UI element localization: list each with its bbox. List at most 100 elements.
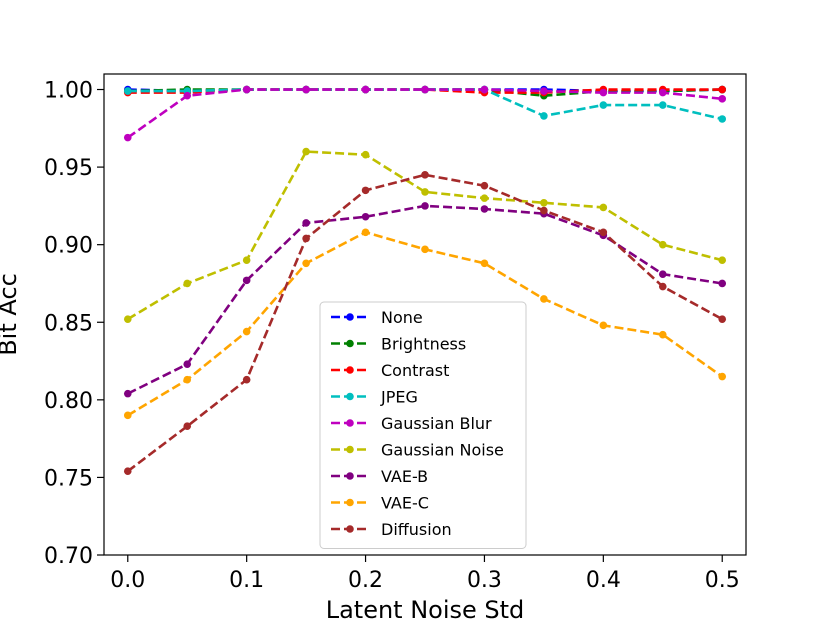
data-point-diffusion xyxy=(480,181,489,190)
x-tick-label: 0.0 xyxy=(110,568,145,593)
legend-item-jpeg: JPEG xyxy=(331,388,418,407)
legend-swatch-marker xyxy=(346,366,354,374)
data-point-vae-b xyxy=(242,276,251,285)
data-point-gaussian-blur xyxy=(302,85,310,94)
x-tick-label: 0.1 xyxy=(229,568,264,593)
data-point-vae-c xyxy=(361,228,370,237)
data-point-diffusion xyxy=(599,228,608,237)
series-diffusion xyxy=(123,171,727,476)
x-tick-label: 0.5 xyxy=(705,568,740,593)
data-point-gaussian-noise xyxy=(302,147,310,156)
data-point-vae-c xyxy=(421,245,429,254)
legend-item-vae-c: VAE-C xyxy=(331,494,429,513)
legend-label: VAE-C xyxy=(381,494,429,513)
data-point-gaussian-blur xyxy=(183,91,192,100)
data-point-gaussian-blur xyxy=(421,85,429,94)
legend-item-gaussian-blur: Gaussian Blur xyxy=(331,414,492,433)
legend-box xyxy=(319,301,527,549)
data-point-gaussian-blur xyxy=(242,85,251,94)
ticks-layer: 0.0 0.1 0.2 0.3 0.4 0.5 0.70 0.75 0.80 0.85 0.90 0.… xyxy=(44,79,740,593)
data-point-jpeg xyxy=(599,101,608,109)
data-point-gaussian-noise xyxy=(361,150,370,159)
x-tick-label: 0.4 xyxy=(586,568,621,593)
legend-item-none: None xyxy=(331,308,423,327)
data-point-gaussian-blur xyxy=(123,133,132,142)
y-tick-label: 0.90 xyxy=(44,234,93,259)
series-line-gaussian-noise xyxy=(127,150,723,321)
legend-item-contrast: Contrast xyxy=(331,361,449,380)
data-point-vae-c xyxy=(123,411,132,420)
y-tick-label: 0.95 xyxy=(44,156,93,181)
data-point-vae-b xyxy=(183,360,192,368)
data-point-gaussian-noise xyxy=(599,203,608,212)
data-point-vae-c xyxy=(718,372,727,381)
series-vae-b xyxy=(123,202,727,398)
legend-swatch-marker xyxy=(346,445,354,454)
data-point-contrast xyxy=(718,85,727,94)
data-point-diffusion xyxy=(183,422,192,431)
x-tick-label: 0.3 xyxy=(467,568,502,593)
legend-label: None xyxy=(381,308,423,327)
data-point-vae-c xyxy=(242,327,251,336)
series-gaussian-blur xyxy=(123,85,727,142)
x-axis-label: Latent Noise Std xyxy=(326,596,525,623)
data-point-vae-b xyxy=(480,205,489,213)
data-point-gaussian-noise xyxy=(658,240,667,249)
data-point-vae-b xyxy=(718,279,727,288)
legend-label: Gaussian Blur xyxy=(381,414,492,433)
data-point-gaussian-blur xyxy=(658,88,667,97)
data-point-vae-b xyxy=(421,202,429,210)
y-tick-label: 1.00 xyxy=(44,79,93,104)
y-tick-label: 0.75 xyxy=(44,466,93,491)
legend-label: JPEG xyxy=(380,388,418,407)
data-point-gaussian-noise xyxy=(718,256,727,264)
data-point-gaussian-noise xyxy=(421,188,429,196)
y-tick-label: 0.80 xyxy=(44,389,93,414)
legend-swatch-marker xyxy=(346,525,354,533)
legend-label: Contrast xyxy=(381,361,449,380)
data-point-jpeg xyxy=(540,112,548,120)
data-point-gaussian-noise xyxy=(540,198,548,207)
data-point-gaussian-blur xyxy=(599,88,608,97)
x-tick-label: 0.2 xyxy=(348,568,383,593)
plot-frame xyxy=(103,73,747,556)
data-point-diffusion xyxy=(540,206,548,215)
legend-label: Diffusion xyxy=(381,520,452,539)
data-point-gaussian-noise xyxy=(123,315,132,323)
data-point-vae-c xyxy=(480,259,489,268)
data-point-gaussian-blur xyxy=(540,87,548,95)
data-point-vae-c xyxy=(540,295,548,303)
legend-label: VAE-B xyxy=(381,467,428,486)
data-point-vae-b xyxy=(658,270,667,278)
data-point-gaussian-noise xyxy=(242,256,251,264)
series-line-jpeg xyxy=(127,88,723,121)
legend-item-gaussian-noise: Gaussian Noise xyxy=(331,441,504,460)
data-point-diffusion xyxy=(302,234,310,243)
data-point-gaussian-noise xyxy=(183,279,192,288)
y-tick-label: 0.85 xyxy=(44,311,93,336)
data-point-gaussian-blur xyxy=(480,85,489,94)
data-point-vae-b xyxy=(361,212,370,221)
data-point-diffusion xyxy=(658,282,667,291)
legend-swatch-marker xyxy=(346,498,354,507)
data-point-diffusion xyxy=(718,315,727,323)
legend-item-vae-b: VAE-B xyxy=(331,467,428,486)
legend-item-diffusion: Diffusion xyxy=(331,520,452,539)
legend-swatch-marker xyxy=(346,472,354,480)
legend-swatch-marker xyxy=(346,419,354,427)
series-gaussian-noise xyxy=(123,147,727,323)
data-point-jpeg xyxy=(658,101,667,109)
series-line-gaussian-blur xyxy=(127,88,723,139)
series-layer xyxy=(123,85,727,476)
data-point-gaussian-noise xyxy=(480,194,489,202)
data-point-diffusion xyxy=(123,467,132,476)
data-point-diffusion xyxy=(242,375,251,384)
data-point-vae-b xyxy=(302,219,310,227)
data-point-gaussian-blur xyxy=(718,95,727,103)
data-point-vae-c xyxy=(302,259,310,268)
series-vae-c xyxy=(123,228,727,420)
data-point-vae-c xyxy=(658,330,667,339)
data-point-vae-c xyxy=(599,321,608,330)
legend-label: Gaussian Noise xyxy=(381,441,504,460)
